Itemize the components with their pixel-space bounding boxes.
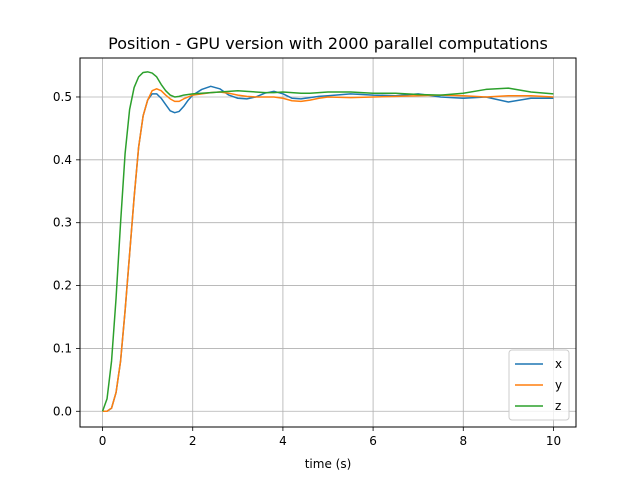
x-tick-label: 10 bbox=[546, 434, 561, 448]
y-tick-label: 0.1 bbox=[53, 341, 72, 355]
y-tick-label: 0.5 bbox=[53, 90, 72, 104]
legend: xyz bbox=[508, 349, 570, 421]
series-line-x bbox=[102, 85, 554, 413]
legend-label-x: x bbox=[555, 357, 562, 371]
x-tick-label: 4 bbox=[279, 434, 287, 448]
legend-label-z: z bbox=[555, 399, 561, 413]
chart-title: Position - GPU version with 2000 paralle… bbox=[108, 34, 548, 53]
series-line-z bbox=[101, 71, 554, 412]
y-tick-label: 0.4 bbox=[53, 153, 72, 167]
axis-ticks: 0 2 4 6 8 10 0.0 0.1 0.2 0.3 0.4 0.5 bbox=[53, 90, 561, 448]
series-line-y bbox=[102, 88, 554, 413]
x-tick-label: 0 bbox=[99, 434, 107, 448]
grid bbox=[80, 58, 576, 427]
x-tick-label: 8 bbox=[459, 434, 467, 448]
x-tick-label: 2 bbox=[189, 434, 197, 448]
y-tick-label: 0.2 bbox=[53, 279, 72, 293]
legend-label-y: y bbox=[555, 378, 562, 392]
plot-frame bbox=[79, 57, 577, 428]
y-tick-label: 0.0 bbox=[53, 404, 72, 418]
x-tick-label: 6 bbox=[369, 434, 377, 448]
y-tick-label: 0.3 bbox=[53, 216, 72, 230]
plot-series bbox=[101, 71, 554, 413]
x-axis-label: time (s) bbox=[305, 457, 352, 471]
